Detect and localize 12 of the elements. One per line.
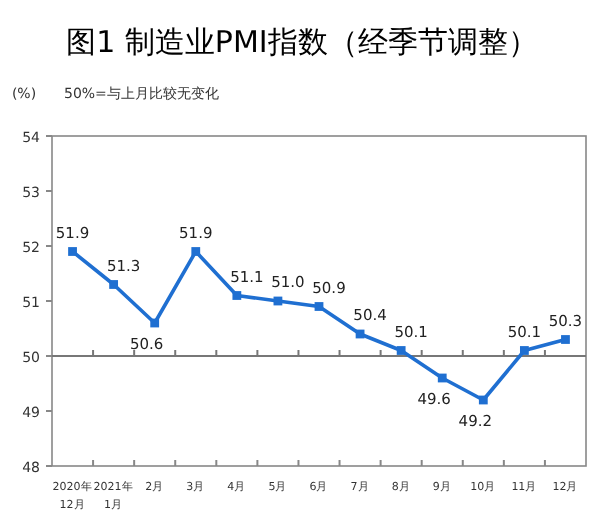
point: [478, 395, 488, 405]
point: [519, 346, 529, 355]
chart-title: 图1 制造业PMI指数（经季节调整）: [66, 24, 538, 60]
point: [68, 247, 77, 256]
point: [561, 335, 570, 344]
point: [232, 291, 242, 300]
point: [314, 302, 324, 311]
point: [150, 318, 160, 328]
point: [109, 280, 119, 289]
point: [191, 247, 201, 256]
point: [396, 346, 406, 355]
point: [437, 373, 447, 383]
